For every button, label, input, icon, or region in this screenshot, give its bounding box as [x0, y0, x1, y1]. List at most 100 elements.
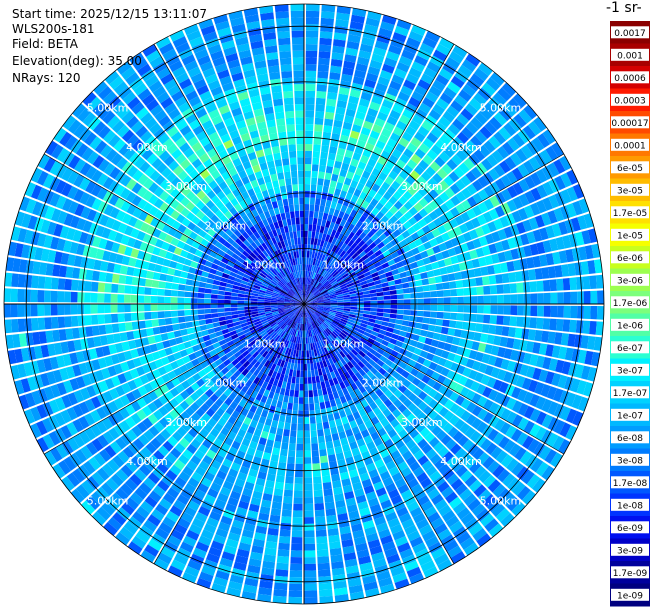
ppi-gate: [290, 211, 295, 219]
ppi-gate: [431, 228, 441, 238]
ppi-gate: [261, 168, 270, 177]
ppi-gate: [291, 530, 303, 538]
ppi-gate: [305, 157, 312, 165]
ppi-gate: [482, 276, 490, 286]
ppi-gate: [269, 132, 278, 141]
ppi-gate: [278, 37, 291, 46]
ppi-gate: [204, 288, 212, 294]
ppi-gate: [284, 305, 291, 307]
ppi-gate: [256, 277, 264, 283]
ppi-gate: [281, 442, 289, 450]
ppi-gate: [150, 296, 158, 303]
ppi-gate: [89, 247, 98, 259]
ppi-gate: [126, 331, 135, 341]
ppi-gate: [166, 172, 177, 183]
ppi-gate: [17, 228, 28, 243]
ppi-gate: [320, 151, 328, 160]
ppi-gate: [275, 11, 289, 19]
ppi-gate: [541, 212, 552, 226]
ppi-gate: [100, 144, 113, 158]
ppi-gate: [308, 224, 313, 232]
ppi-gate: [271, 399, 278, 407]
ppi-gate: [507, 137, 520, 152]
ppi-gate: [308, 285, 313, 292]
ppi-gate: [245, 228, 254, 237]
ppi-gate: [316, 296, 323, 300]
ppi-gate: [211, 223, 220, 233]
ppi-gate: [280, 290, 287, 295]
ppi-gate: [205, 209, 215, 219]
ppi-gate: [347, 239, 355, 247]
ppi-gate: [535, 169, 548, 183]
ppi-gate: [393, 256, 402, 264]
ppi-gate: [273, 288, 281, 293]
ppi-gate: [89, 136, 102, 150]
ppi-gate: [310, 301, 318, 303]
ppi-gate: [195, 147, 206, 158]
ppi-gate: [231, 292, 239, 297]
ppi-gate: [285, 308, 292, 311]
ppi-gate: [138, 210, 149, 222]
ppi-gate: [37, 233, 47, 247]
ppi-gate: [210, 263, 219, 270]
ppi-gate: [266, 289, 273, 294]
ppi-gate: [280, 255, 285, 263]
ppi-gate: [50, 304, 58, 316]
ppi-gate: [277, 172, 285, 180]
ppi-gate: [306, 291, 311, 299]
ppi-gate: [399, 153, 410, 164]
ppi-gate: [207, 273, 216, 280]
ppi-gate: [359, 155, 370, 164]
ppi-gate: [288, 266, 293, 274]
ppi-gate: [205, 318, 213, 325]
ppi-gate: [279, 291, 287, 296]
ppi-gate: [537, 293, 544, 304]
ppi-gate: [304, 370, 308, 378]
ppi-gate: [291, 287, 297, 294]
ppi-gate: [228, 245, 237, 253]
ppi-gate: [363, 246, 372, 254]
ppi-gate: [215, 143, 226, 154]
ppi-gate: [82, 91, 97, 107]
ppi-gate: [255, 67, 268, 76]
ppi-gate: [398, 215, 408, 225]
ppi-gate: [307, 244, 311, 251]
ppi-gate: [309, 296, 316, 301]
ppi-gate: [280, 270, 286, 277]
ppi-gate: [349, 293, 357, 297]
ppi-gate: [275, 213, 282, 222]
ppi-gate: [277, 421, 285, 429]
ppi-gate: [304, 517, 314, 524]
ppi-gate: [141, 93, 156, 106]
ppi-gate: [312, 150, 320, 159]
ppi-gate: [141, 260, 150, 270]
ppi-gate: [377, 296, 384, 301]
ppi-gate: [576, 276, 584, 290]
ppi-gate: [414, 131, 426, 143]
ppi-gate: [281, 192, 288, 200]
ppi-gate: [321, 292, 329, 296]
ppi-gate: [123, 147, 136, 161]
ppi-gate: [186, 30, 202, 42]
ppi-gate: [390, 299, 398, 304]
ppi-gate: [256, 206, 264, 215]
ppi-gate: [116, 61, 132, 75]
ppi-gate: [335, 255, 342, 263]
ppi-gate: [62, 151, 75, 166]
ppi-gate: [534, 214, 545, 228]
ppi-gate: [300, 224, 304, 231]
ppi-gate: [86, 209, 97, 222]
ppi-gate: [331, 433, 340, 441]
ppi-gate: [76, 243, 86, 256]
ppi-gate: [253, 223, 261, 231]
ppi-gate: [322, 279, 328, 286]
ppi-gate: [257, 310, 265, 314]
ppi-gate: [343, 245, 351, 253]
ppi-gate: [290, 423, 297, 431]
ppi-gate: [287, 225, 293, 233]
ppi-gate: [44, 317, 52, 330]
ppi-gate: [243, 139, 253, 148]
ppi-gate: [223, 241, 232, 249]
ppi-gate: [258, 275, 265, 281]
ppi-gate: [396, 234, 405, 243]
